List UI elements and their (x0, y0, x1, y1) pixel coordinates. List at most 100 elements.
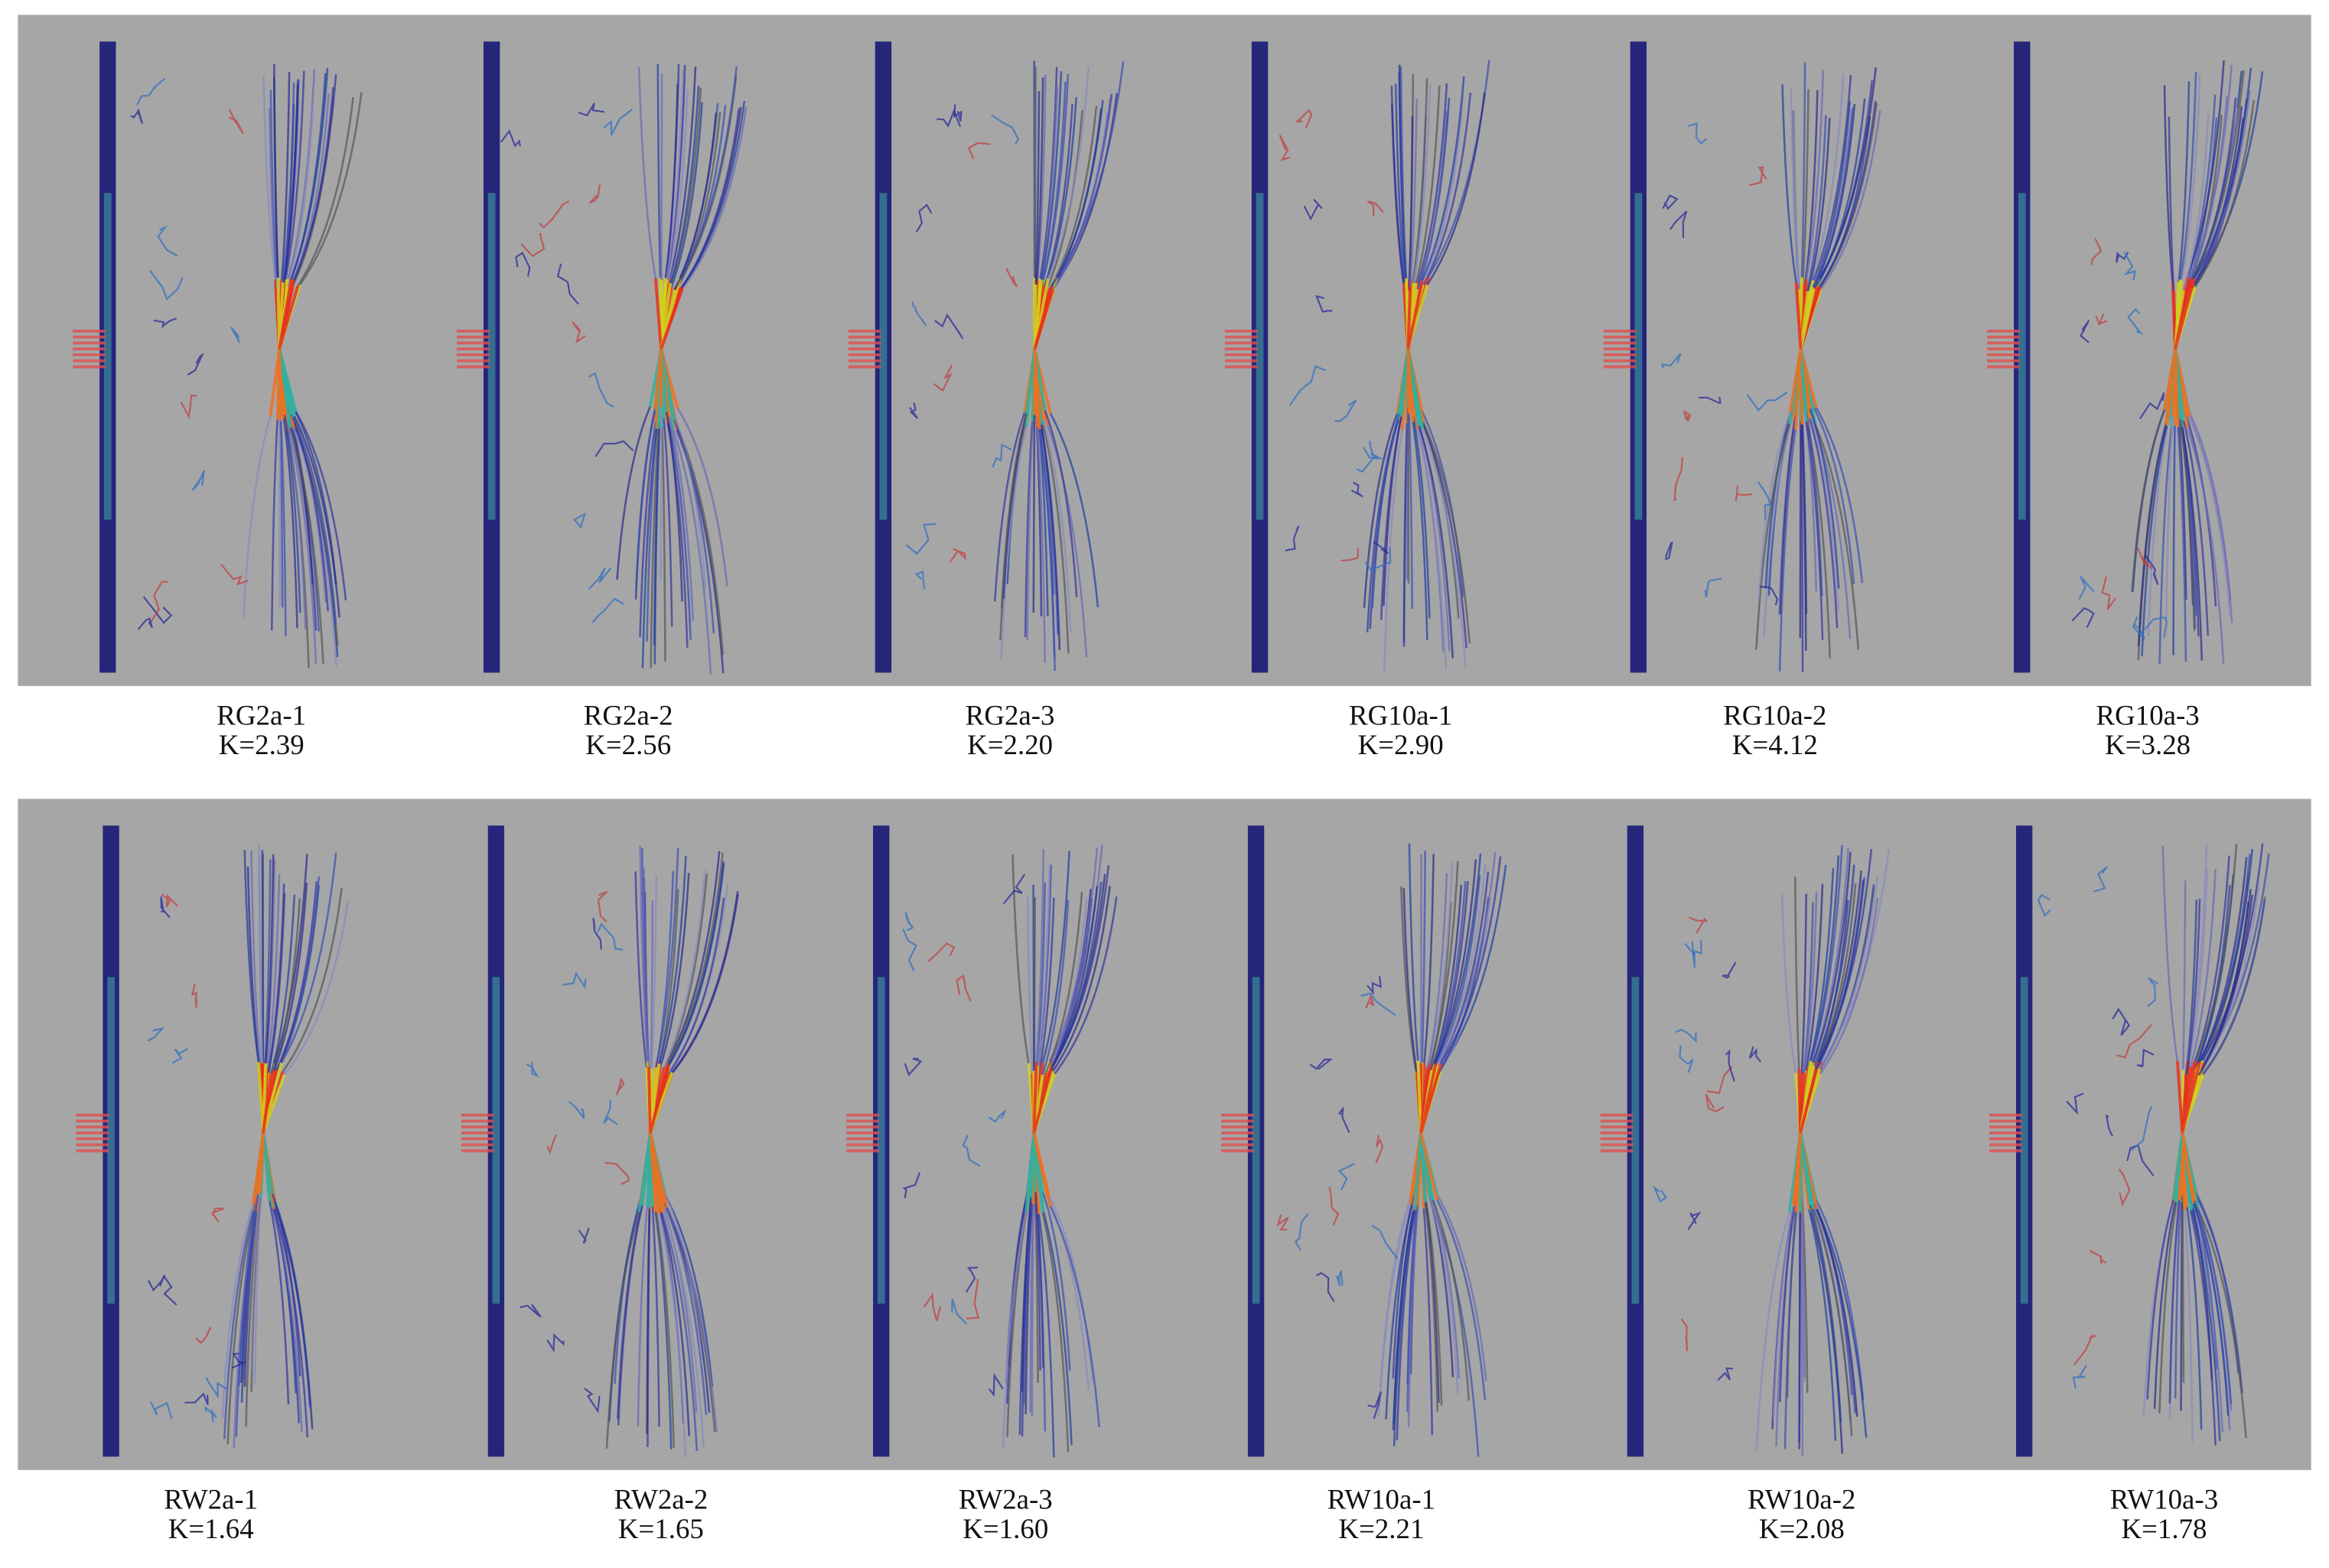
fracture-trace (150, 581, 168, 623)
fracture-trace (160, 896, 171, 919)
fracture-trace (966, 1267, 979, 1293)
streamline-panel (846, 825, 1118, 1458)
streamline (2177, 412, 2187, 600)
streamline (1430, 884, 1463, 1072)
well-bar-core (1631, 977, 1640, 1304)
streamline (1042, 425, 1070, 654)
fracture-trace (967, 142, 991, 159)
streamline (1037, 1214, 1055, 1458)
fracture-trace (2116, 252, 2129, 263)
streamline (1044, 891, 1083, 1073)
fracture-trace (1687, 122, 1708, 145)
streamline (1421, 76, 1465, 281)
streamline (1807, 868, 1835, 1068)
streamline (1011, 854, 1030, 1064)
streamline (1800, 1213, 1804, 1456)
well-bar-core (492, 977, 500, 1304)
streamline (2197, 1209, 2247, 1439)
fracture-trace (992, 443, 1012, 468)
streamline-core (262, 1132, 275, 1195)
fracture-trace (989, 1110, 1006, 1123)
streamline (297, 96, 354, 287)
streamline (1422, 1208, 1434, 1436)
streamline (1421, 851, 1426, 1062)
well-bar-core (879, 193, 888, 520)
fracture-trace (2073, 1333, 2096, 1366)
streamline (639, 421, 657, 638)
streamline (1803, 891, 1818, 1073)
panel-k-value: K=2.08 (1759, 1513, 1845, 1544)
streamline-core (2174, 278, 2196, 350)
streamline (1809, 844, 1843, 1062)
fracture-trace (949, 548, 966, 563)
fracture-trace (615, 1077, 625, 1096)
fracture-trace (1706, 1065, 1733, 1095)
streamline-core (256, 1133, 265, 1195)
streamline (634, 871, 648, 1068)
streamline (2147, 420, 2170, 637)
fracture-trace (1665, 542, 1673, 561)
fracture-trace (1337, 1106, 1350, 1134)
streamline (2184, 1210, 2194, 1443)
fracture-trace (147, 1274, 166, 1292)
fracture-trace (2095, 314, 2108, 326)
streamline (1000, 413, 1028, 609)
fracture-trace (1373, 541, 1389, 555)
fracture-trace (592, 918, 602, 950)
fracture-trace (1662, 194, 1679, 210)
streamline (2180, 1202, 2184, 1411)
streamline (2174, 1199, 2182, 1399)
streamline (1808, 1209, 1837, 1441)
streamline (2186, 1207, 2203, 1430)
streamline (1809, 408, 1840, 589)
streamline (1421, 96, 1464, 286)
streamline-core (653, 278, 663, 350)
streamline (1021, 1197, 1032, 1392)
streamline (1390, 86, 1406, 284)
fracture-trace (1328, 1186, 1340, 1226)
streamline (1399, 66, 1408, 278)
fracture-trace (934, 313, 964, 340)
streamline (269, 1200, 290, 1405)
fracture-trace (1002, 873, 1026, 905)
fracture-trace (1375, 1134, 1384, 1164)
streamline (290, 414, 329, 612)
fracture-trace (911, 301, 927, 327)
streamline (1429, 860, 1459, 1065)
streamline (274, 1201, 312, 1410)
fracture-trace (228, 109, 244, 135)
streamline-core (1799, 1132, 1815, 1209)
fracture-trace (923, 1292, 942, 1322)
streamline (1050, 881, 1103, 1071)
streamline-core (1794, 282, 1803, 350)
fracture-trace (1653, 1185, 1668, 1203)
streamline-panel (1989, 825, 2270, 1457)
streamline-core (660, 286, 684, 350)
streamline (267, 893, 286, 1073)
streamline (1035, 77, 1044, 281)
fracture-trace (909, 402, 919, 419)
fracture-trace (2147, 977, 2158, 1007)
streamline (1423, 854, 1435, 1064)
streamline (1000, 426, 1028, 661)
streamline (1392, 1194, 1415, 1379)
fracture-trace (1371, 1225, 1399, 1259)
streamline-core (1406, 286, 1412, 350)
streamline (1042, 419, 1072, 633)
streamline (1396, 1209, 1416, 1441)
streamline (1793, 109, 1800, 290)
streamline (1780, 893, 1797, 1074)
streamline (1407, 1206, 1419, 1428)
fracture-trace (2089, 1250, 2107, 1264)
streamline (1434, 1213, 1480, 1457)
fracture-trace (2116, 1023, 2152, 1059)
fracture-trace (1316, 1271, 1335, 1303)
streamline (284, 70, 305, 280)
streamline (1422, 93, 1472, 286)
fracture-trace (153, 317, 178, 329)
streamline (273, 63, 279, 278)
streamline (1394, 83, 1406, 283)
fracture-trace (1748, 1046, 1762, 1062)
streamline (1779, 415, 1797, 614)
streamline (2187, 869, 2208, 1068)
